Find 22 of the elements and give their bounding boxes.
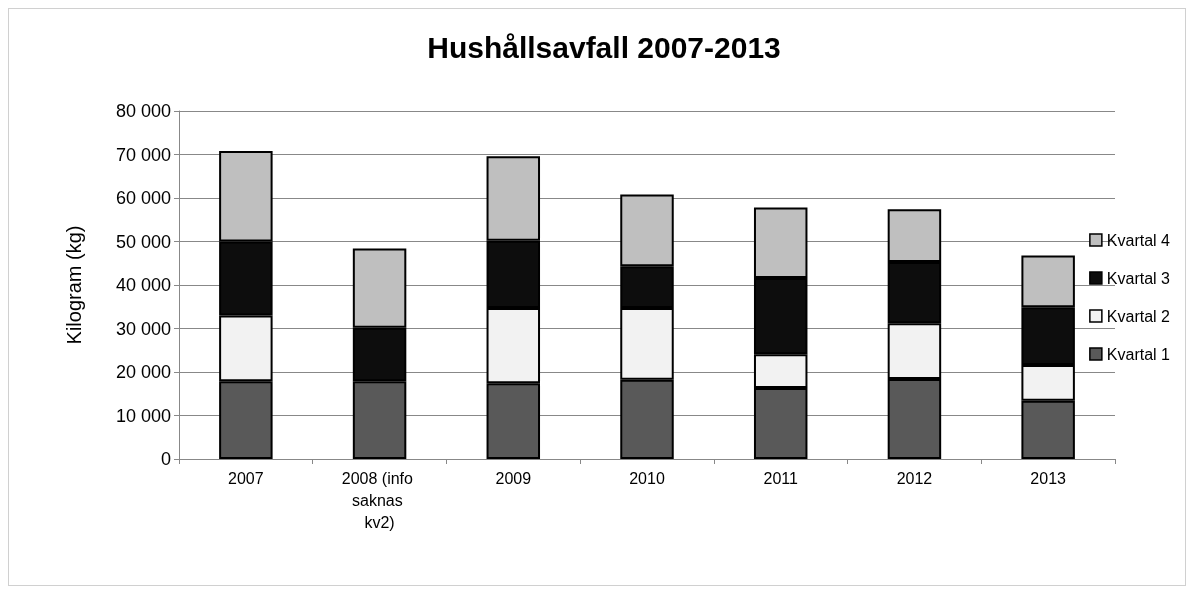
y-tick-label: 70 000 — [115, 144, 171, 165]
y-tick-label: 10 000 — [115, 405, 171, 426]
y-tick-label: 0 — [160, 449, 171, 469]
chart-title: Hushållsavfall 2007-2013 — [427, 30, 781, 64]
legend-label: Kvartal 4 — [1106, 231, 1171, 249]
y-tick-label: 60 000 — [115, 188, 171, 208]
y-tick-label: 80 000 — [115, 101, 171, 121]
legend-label: Kvartal 2 — [1106, 307, 1171, 325]
x-tick-label: 2013 — [1030, 469, 1067, 487]
y-tick-label: 50 000 — [115, 231, 171, 252]
legend-label: Kvartal 3 — [1106, 269, 1171, 287]
x-tick-label: 2010 — [629, 469, 665, 487]
y-tick-label: 40 000 — [115, 275, 171, 295]
x-tick-label: 2009 — [495, 469, 532, 487]
x-tick-label: 2007 — [228, 469, 264, 487]
x-tick-label: 2012 — [896, 469, 933, 487]
y-axis-title: Kilogram (kg) — [63, 225, 85, 345]
y-tick-label: 30 000 — [115, 318, 171, 339]
legend-label: Kvartal 1 — [1106, 345, 1171, 363]
x-tick-label: 2011 — [763, 469, 799, 487]
y-tick-label: 20 000 — [115, 362, 171, 382]
x-tick-label: 2008 (info saknas kv2) — [341, 469, 418, 531]
